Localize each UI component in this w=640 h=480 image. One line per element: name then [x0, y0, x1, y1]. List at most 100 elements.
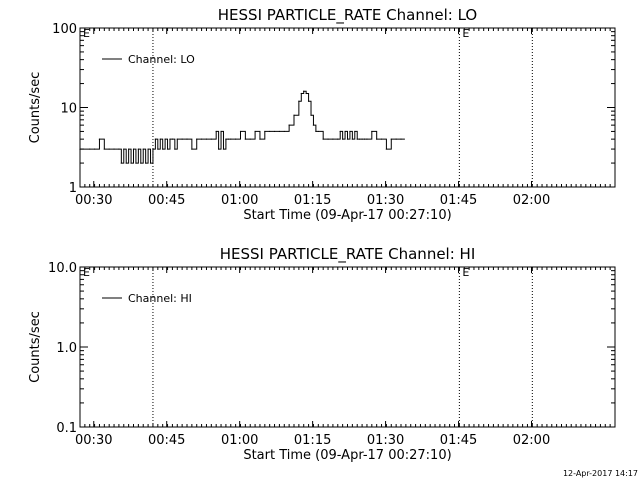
data-point — [361, 138, 363, 140]
plot-frame — [79, 266, 616, 428]
x-tick-label: 02:00 — [513, 193, 550, 208]
data-point — [359, 138, 361, 140]
y-tick-label: 1.0 — [56, 341, 77, 356]
data-point — [337, 138, 339, 140]
legend-label: Channel: LO — [128, 53, 195, 66]
data-point — [210, 138, 212, 140]
event-marker: E — [83, 266, 90, 279]
data-point — [380, 138, 383, 140]
data-point — [108, 148, 110, 150]
data-point — [118, 148, 120, 150]
x-tick-label: 00:45 — [148, 433, 185, 448]
data-point — [169, 138, 171, 140]
data-point — [142, 148, 144, 150]
event-marker: E — [83, 27, 90, 40]
data-point — [264, 130, 266, 133]
x-tick-label: 01:15 — [294, 433, 331, 448]
data-point — [327, 138, 329, 140]
data-point — [152, 148, 154, 150]
x-axis-label: Start Time (09-Apr-17 00:27:10) — [243, 208, 451, 223]
data-point — [312, 124, 315, 126]
data-point — [154, 138, 156, 140]
data-point — [269, 130, 271, 133]
data-point — [239, 130, 242, 133]
legend-label: Channel: HI — [128, 292, 192, 305]
x-tick-label: 01:00 — [221, 433, 258, 448]
data-point — [162, 148, 164, 150]
data-point — [235, 138, 237, 140]
data-point — [322, 138, 324, 140]
data-point — [103, 148, 105, 150]
y-tick-label: 10 — [60, 102, 77, 117]
data-point — [147, 148, 149, 150]
y-tick-label: 10.0 — [48, 261, 77, 276]
data-point — [385, 148, 388, 150]
x-tick-label: 01:45 — [440, 193, 477, 208]
data-point — [354, 130, 356, 133]
data-point — [395, 138, 397, 140]
data-point — [186, 138, 188, 140]
data-point — [196, 138, 198, 140]
data-point — [120, 162, 122, 164]
data-point — [176, 138, 178, 140]
data-point — [278, 130, 281, 133]
data-point — [351, 138, 353, 140]
x-tick-label: 01:30 — [367, 433, 404, 448]
data-point — [249, 138, 251, 140]
data-point — [225, 138, 227, 140]
data-point — [332, 138, 334, 140]
data-point — [125, 162, 127, 164]
y-tick-label: 0.1 — [56, 421, 77, 436]
data-point — [363, 138, 366, 140]
data-point — [366, 138, 368, 140]
chart-title: HESSI PARTICLE_RATE Channel: HI — [220, 245, 476, 264]
data-point — [298, 100, 300, 102]
x-tick-label: 00:45 — [148, 193, 185, 208]
event-marker: E — [462, 266, 469, 279]
data-point — [128, 148, 130, 150]
data-point — [283, 130, 285, 133]
data-point — [171, 138, 174, 140]
x-tick-label: 01:30 — [367, 193, 404, 208]
plot-frame — [79, 27, 616, 188]
data-point — [93, 148, 96, 150]
data-point — [222, 148, 225, 150]
x-tick-label: 00:30 — [75, 193, 112, 208]
data-point — [288, 124, 290, 126]
series-line-channel-lo — [80, 90, 405, 164]
data-point — [79, 148, 81, 150]
data-point — [218, 148, 220, 150]
data-point — [303, 90, 305, 92]
data-point — [149, 162, 152, 164]
data-point — [137, 148, 139, 150]
y-tick-label: 100 — [52, 22, 77, 37]
data-point — [344, 130, 346, 133]
data-point — [123, 148, 125, 150]
data-point — [230, 138, 232, 140]
data-point — [293, 114, 295, 116]
data-point — [254, 130, 256, 133]
data-point — [339, 130, 341, 133]
y-axis-label: Counts/sec — [28, 72, 43, 144]
data-point — [307, 100, 310, 102]
data-point — [356, 138, 358, 140]
data-point — [315, 130, 317, 133]
event-marker: E — [462, 27, 469, 40]
chart-panel-hi: HESSI PARTICLE_RATE Channel: HI E E 00:30 00… — [28, 245, 616, 463]
data-point — [140, 162, 142, 164]
data-point — [130, 162, 132, 164]
data-point — [371, 130, 373, 133]
data-point — [98, 138, 101, 140]
legend: Channel: HI — [102, 292, 192, 305]
data-point — [220, 130, 222, 133]
data-point — [305, 92, 307, 95]
data-point — [89, 148, 91, 150]
y-tick-label: 1 — [69, 181, 77, 196]
footer-timestamp: 12-Apr-2017 14:17 — [563, 469, 638, 478]
legend: Channel: LO — [102, 53, 195, 66]
x-tick-label: 01:45 — [440, 433, 477, 448]
data-point — [346, 138, 349, 140]
x-tick-label: 00:30 — [75, 433, 112, 448]
